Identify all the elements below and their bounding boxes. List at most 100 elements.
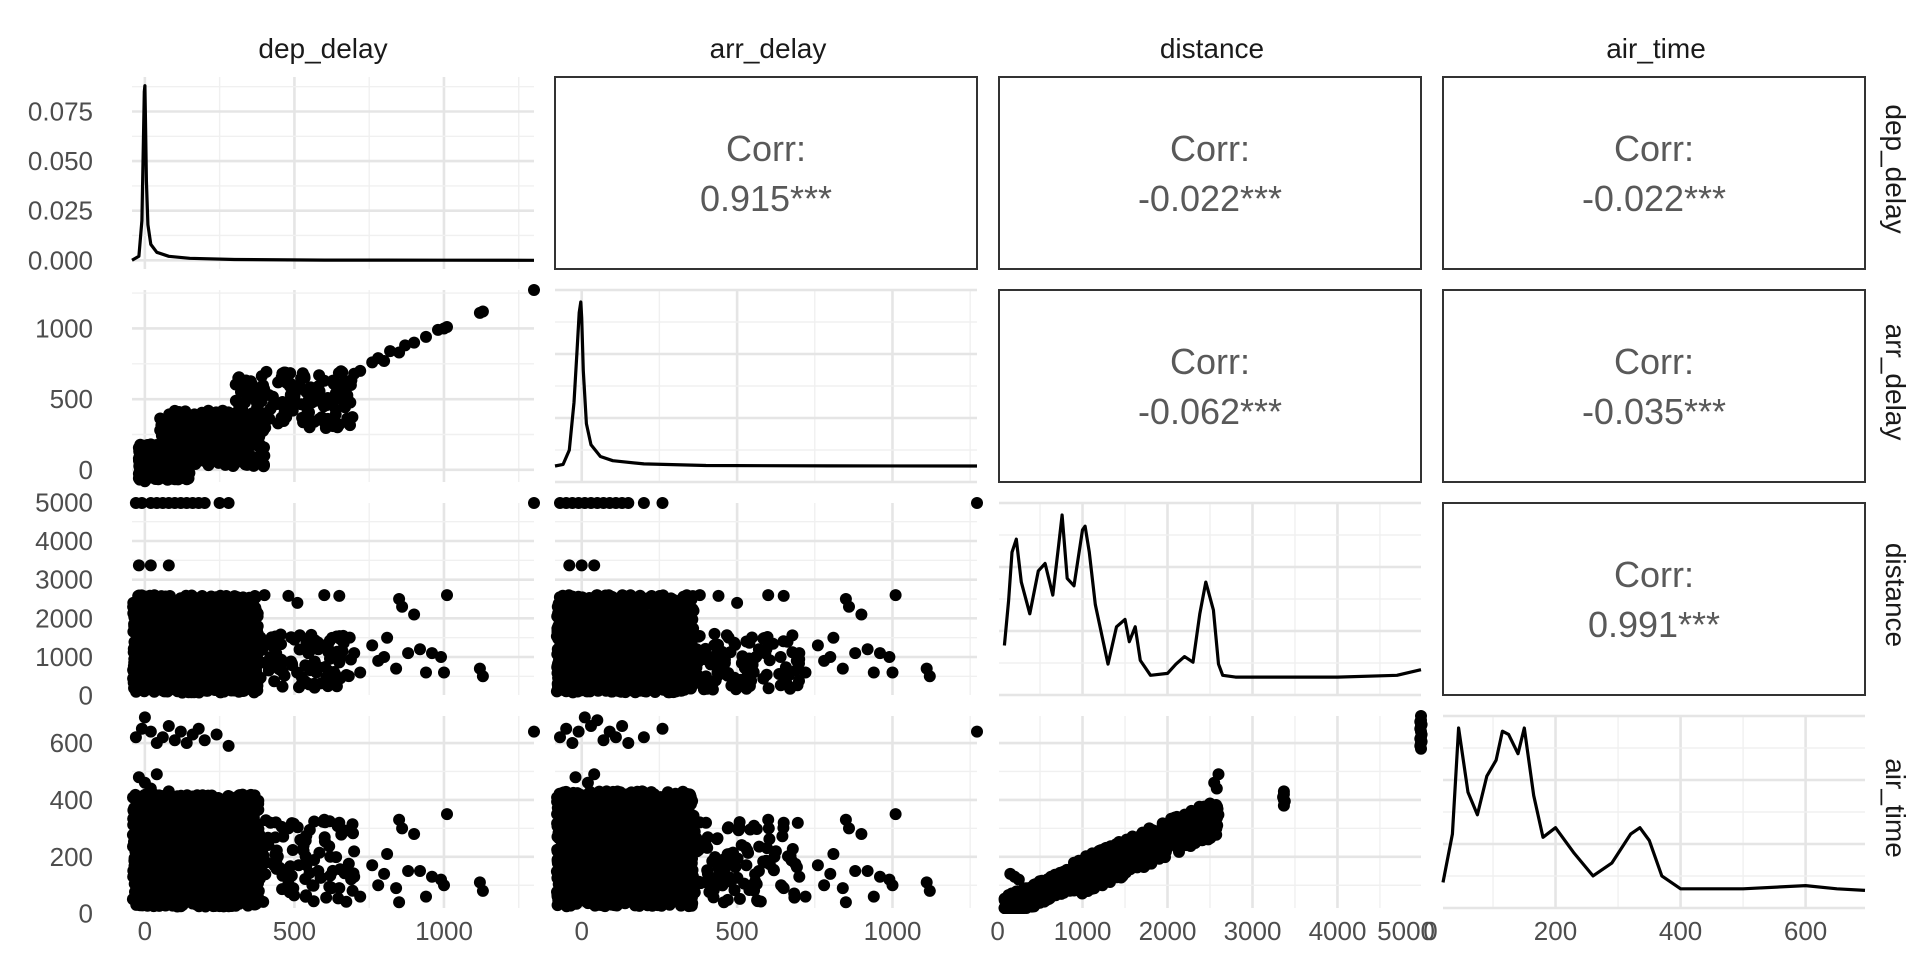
- scatter-point: [176, 470, 189, 483]
- panel-grid: Corr:0.915***Corr:-0.022***Corr:-0.022**…: [126, 76, 1866, 914]
- scatter-point: [252, 643, 265, 656]
- scatter-point: [438, 666, 450, 679]
- scatter-point: [274, 628, 287, 641]
- corr-panel-border: [554, 76, 978, 270]
- scatter-point: [200, 456, 213, 469]
- scatter-point: [563, 639, 576, 652]
- scatter-point: [264, 403, 277, 415]
- strip-label-col-distance: distance: [1160, 33, 1264, 64]
- scatter-point: [185, 601, 198, 614]
- scatter-point: [712, 662, 725, 675]
- corr-value: -0.022***: [1138, 178, 1282, 219]
- scatter-point: [420, 330, 432, 343]
- scatter-point: [722, 631, 735, 644]
- corr-value: -0.062***: [1138, 391, 1282, 432]
- scatter-point: [572, 608, 585, 621]
- scatter-point: [180, 637, 193, 650]
- scatter-point: [222, 497, 235, 509]
- scatter-point: [588, 559, 601, 572]
- scatter-point: [684, 613, 696, 626]
- corr-value: -0.035***: [1582, 391, 1726, 432]
- scatter-point: [712, 589, 725, 602]
- strip-label-row-arr-delay: arr_delay: [1880, 324, 1911, 441]
- scatter-point: [652, 650, 664, 663]
- scatter-point: [344, 419, 356, 432]
- corr-label: Corr:: [1170, 128, 1250, 169]
- scatter-point: [246, 407, 259, 420]
- scatter-point: [839, 593, 852, 605]
- scatter-point: [528, 497, 540, 509]
- corr-value: -0.022***: [1582, 178, 1726, 219]
- scatter-point: [622, 497, 635, 509]
- scatter-point: [198, 417, 211, 430]
- scatter-point: [224, 678, 237, 691]
- strip-label-row-air-time: air_time: [1880, 758, 1911, 858]
- scatter-point: [575, 680, 588, 693]
- scatter-point: [780, 678, 793, 691]
- scatter-point: [580, 625, 592, 638]
- scatter-point: [653, 603, 666, 616]
- scatter-point: [667, 664, 680, 677]
- scatter-point: [414, 643, 426, 656]
- scatter-point: [763, 654, 776, 667]
- scatter-point: [675, 593, 688, 606]
- scatter-point: [616, 637, 629, 650]
- scatter-point: [198, 497, 211, 509]
- scatter-point: [238, 644, 250, 657]
- scatter-point: [640, 673, 653, 686]
- scatter-point: [661, 613, 674, 626]
- strip-label-col-arr-delay: arr_delay: [710, 33, 827, 64]
- scatter-point: [642, 610, 655, 623]
- scatter-point: [223, 448, 236, 461]
- scatter-point: [138, 681, 151, 694]
- scatter-point: [284, 367, 297, 380]
- scatter-point: [740, 635, 753, 648]
- scatter-point: [558, 672, 571, 685]
- scatter-point: [668, 653, 681, 666]
- scatter-point: [712, 638, 724, 651]
- scatter-point: [630, 591, 643, 604]
- scatter-point: [197, 440, 210, 453]
- scatter-point: [595, 603, 608, 616]
- scatter-point: [256, 457, 269, 470]
- scatter-point: [264, 651, 277, 663]
- scatter-point: [246, 613, 258, 626]
- scatter-point: [328, 413, 341, 426]
- corr-panel-border: [1442, 76, 1866, 270]
- scatter-point: [569, 595, 582, 608]
- scatter-point: [190, 430, 203, 443]
- scatter-point: [378, 651, 391, 663]
- scatter-point: [693, 670, 706, 683]
- scatter-point: [746, 658, 759, 671]
- scatter-point: [224, 458, 237, 471]
- scatter-point: [298, 371, 311, 384]
- scatter-point: [186, 421, 199, 434]
- scatter-point: [637, 497, 650, 509]
- scatter-point: [343, 631, 356, 644]
- panel-dep-delay-dep-delay: [131, 77, 535, 269]
- scatter-point: [811, 639, 824, 652]
- scatter-point: [570, 656, 583, 669]
- scatter-point: [141, 622, 154, 635]
- scatter-point: [233, 371, 245, 384]
- scatter-point: [177, 460, 189, 473]
- scatter-point: [250, 395, 263, 408]
- scatter-point: [273, 662, 286, 675]
- scatter-point: [291, 596, 304, 609]
- scatter-point: [144, 559, 157, 572]
- scatter-point: [197, 613, 210, 626]
- scatter-point: [923, 670, 936, 683]
- scatter-point: [632, 617, 645, 630]
- scatter-point: [739, 678, 752, 691]
- scatter-point: [136, 457, 149, 470]
- scatter-point: [849, 647, 862, 660]
- scatter-point: [855, 608, 868, 621]
- density-curve-dep-delay: [131, 84, 535, 262]
- scatter-point: [234, 404, 247, 417]
- scatter-point: [354, 666, 367, 679]
- scatter-point: [132, 559, 145, 572]
- scatter-point: [824, 651, 837, 663]
- scatter-point: [306, 658, 319, 671]
- scatter-point: [233, 451, 246, 464]
